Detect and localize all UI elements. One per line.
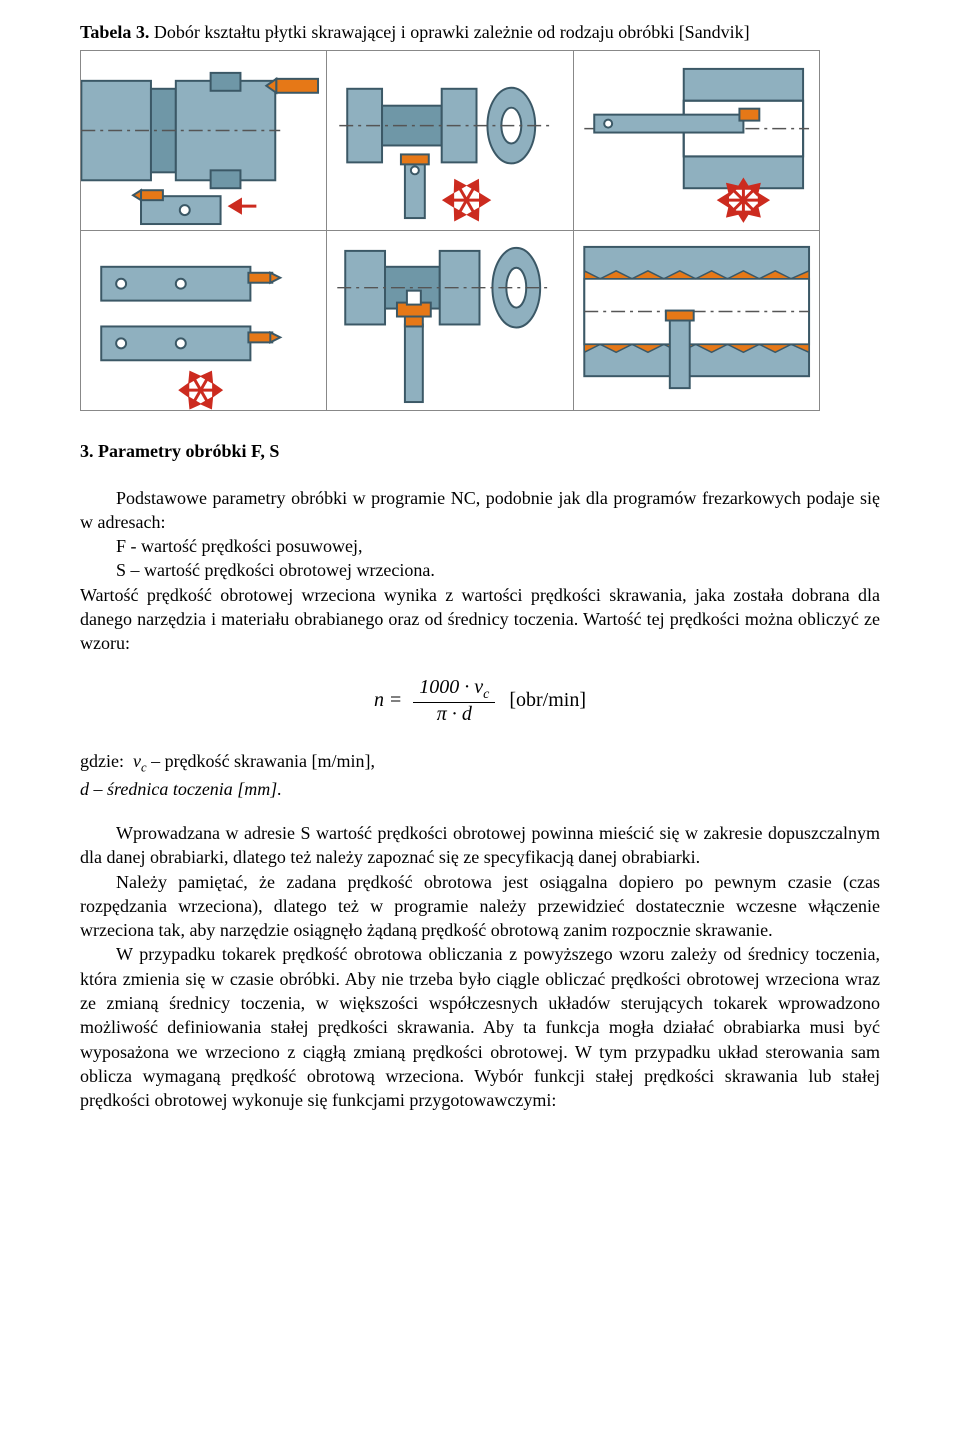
diagram-cell-0-0	[81, 51, 327, 231]
paragraph-spinup: Należy pamiętać, że zadana prędkość obro…	[80, 870, 880, 943]
formula-unit: [obr/min]	[509, 687, 586, 714]
section-heading: 3. Parametry obróbki F, S	[80, 439, 880, 463]
formula-equals: =	[390, 687, 401, 714]
formula-lhs: n	[374, 687, 384, 714]
diagram-cell-1-1	[327, 231, 573, 411]
den-var: d	[462, 703, 472, 725]
diagram-svg	[327, 231, 572, 410]
diagram-cell-1-0	[81, 231, 327, 411]
diagram-svg	[327, 51, 572, 230]
param-F-line: F - wartość prędkości posuwowej,	[80, 534, 880, 558]
where2: d – średnica toczenia [mm].	[80, 779, 282, 799]
diagram-svg	[81, 51, 326, 230]
num-var: v	[474, 676, 483, 698]
where-line-1: gdzie: vc – prędkość skrawania [m/min],	[80, 749, 880, 777]
diagram-cell-0-2	[573, 51, 819, 231]
den-prefix: π ·	[437, 703, 462, 725]
diagram-svg	[81, 231, 326, 410]
formula-denominator: π · d	[431, 703, 478, 725]
diagram-svg	[574, 231, 819, 410]
paragraph-intro: Podstawowe parametry obróbki w programie…	[80, 486, 880, 535]
caption-label: Tabela 3.	[80, 22, 149, 42]
where-label: gdzie:	[80, 751, 124, 771]
num-prefix: 1000 ·	[419, 676, 474, 698]
diagram-svg	[574, 51, 819, 230]
paragraph-constV: W przypadku tokarek prędkość obrotowa ob…	[80, 942, 880, 1112]
formula-speed: n = 1000 · vc π · d [obr/min]	[80, 676, 880, 725]
paragraph-speed-expl: Wartość prędkość obrotowej wrzeciona wyn…	[80, 583, 880, 656]
num-sub: c	[483, 687, 489, 702]
where-line-2: d – średnica toczenia [mm].	[80, 777, 880, 801]
where-block: gdzie: vc – prędkość skrawania [m/min], …	[80, 749, 880, 801]
formula-fraction: 1000 · vc π · d	[413, 676, 495, 725]
paragraph-S-adr: Wprowadzana w adresie S wartość prędkośc…	[80, 821, 880, 870]
where1-rest: – prędkość skrawania [m/min],	[147, 751, 375, 771]
diagram-cell-1-2	[573, 231, 819, 411]
table-caption: Tabela 3. Dobór kształtu płytki skrawają…	[80, 20, 880, 44]
formula-numerator: 1000 · vc	[413, 676, 495, 703]
where1-var: v	[133, 751, 141, 771]
caption-text: Dobór kształtu płytki skrawającej i opra…	[154, 22, 750, 42]
diagram-grid	[80, 50, 820, 411]
diagram-cell-0-1	[327, 51, 573, 231]
param-S-line: S – wartość prędkości obrotowej wrzecion…	[80, 558, 880, 582]
